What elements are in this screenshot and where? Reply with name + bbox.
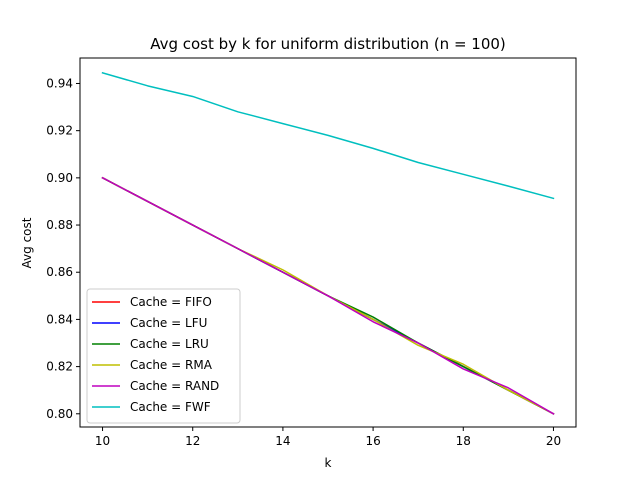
x-tick-label: 10 xyxy=(95,434,110,448)
y-tick-label: 0.82 xyxy=(46,360,73,374)
legend-label: Cache = RAND xyxy=(130,379,219,393)
x-axis: 10 12 14 16 18 20 xyxy=(95,427,561,448)
legend-box xyxy=(86,288,241,424)
plot-frame xyxy=(79,57,577,428)
y-tick-label: 0.86 xyxy=(46,265,73,279)
x-tick-label: 20 xyxy=(546,434,561,448)
legend-label: Cache = RMA xyxy=(130,358,213,372)
plot-area xyxy=(101,71,555,415)
legend-label: Cache = LRU xyxy=(130,337,209,351)
series-line xyxy=(101,176,555,415)
x-axis-label: k xyxy=(325,456,332,470)
x-tick-label: 14 xyxy=(275,434,290,448)
y-tick-label: 0.84 xyxy=(46,312,73,326)
y-tick-label: 0.94 xyxy=(46,76,73,90)
y-tick-label: 0.80 xyxy=(46,407,73,421)
y-axis-label: Avg cost xyxy=(20,217,34,268)
legend-label: Cache = LFU xyxy=(130,316,207,330)
chart-title: Avg cost by k for uniform distribution (… xyxy=(150,35,506,53)
x-tick-label: 18 xyxy=(456,434,471,448)
x-tick-label: 16 xyxy=(365,434,380,448)
legend-label: Cache = FIFO xyxy=(130,295,212,309)
legend: Cache = FIFO Cache = LFU Cache = LRU Cache … xyxy=(86,288,241,424)
series-line xyxy=(101,71,555,200)
legend-label: Cache = FWF xyxy=(130,400,211,414)
x-tick-label: 12 xyxy=(185,434,200,448)
y-axis: 0.80 0.82 0.84 0.86 0.88 0.90 0.92 0.94 xyxy=(46,76,80,421)
y-tick-label: 0.88 xyxy=(46,218,73,232)
y-tick-label: 0.92 xyxy=(46,124,73,138)
y-tick-label: 0.90 xyxy=(46,171,73,185)
